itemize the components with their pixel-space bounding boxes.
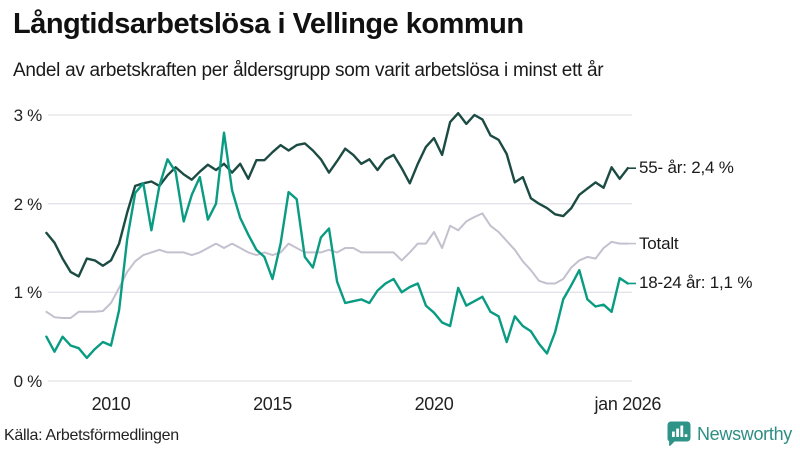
page-subtitle: Andel av arbetskraften per åldersgrupp s… (13, 60, 604, 81)
y-tick-label: 2 % (13, 194, 43, 214)
newsworthy-icon (667, 421, 691, 446)
series-line-18-24 år (45, 131, 629, 360)
x-tick-label: 2020 (414, 394, 454, 414)
x-tick-label: jan 2026 (594, 394, 662, 414)
y-tick-label: 0 % (13, 372, 43, 391)
series-label-18-24 år: 18-24 år: 1,1 % (639, 273, 753, 293)
source-note: Källa: Arbetsförmedlingen (4, 427, 179, 444)
y-tick-label: 3 % (13, 105, 43, 125)
x-tick-label: 2015 (253, 394, 292, 414)
y-tick-label: 1 % (13, 283, 43, 303)
series-label-55- år: 55- år: 2,4 % (639, 158, 734, 178)
brand-logo: Newsworthy (667, 421, 792, 447)
series-label-Totalt: Totalt (639, 233, 679, 253)
page-title: Långtidsarbetslösa i Vellinge kommun (13, 8, 524, 40)
series-line-Totalt (45, 212, 629, 319)
brand-name: Newsworthy (696, 423, 792, 444)
x-tick-label: 2010 (91, 394, 131, 414)
